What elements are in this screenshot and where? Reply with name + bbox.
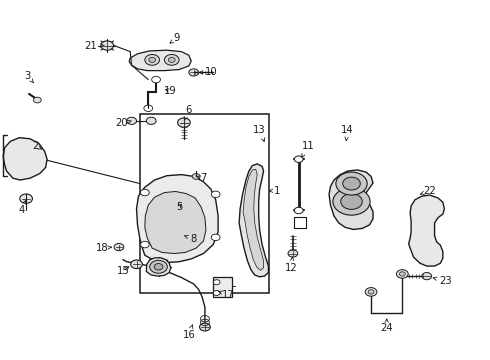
Polygon shape [147,258,171,276]
Circle shape [177,118,190,127]
Text: 7: 7 [197,173,207,183]
Ellipse shape [167,198,181,212]
Text: 4: 4 [18,200,26,216]
Polygon shape [329,170,373,229]
Circle shape [145,54,159,65]
Text: 23: 23 [433,276,452,286]
Circle shape [213,280,220,285]
Ellipse shape [19,168,29,178]
Ellipse shape [170,201,178,209]
Circle shape [343,177,360,190]
Ellipse shape [19,139,29,149]
Ellipse shape [153,216,161,224]
Circle shape [199,323,210,331]
Polygon shape [3,138,47,180]
Bar [140,114,270,293]
Ellipse shape [153,198,161,206]
Text: 5: 5 [176,202,182,212]
Circle shape [149,57,156,62]
Ellipse shape [22,142,26,147]
Circle shape [399,272,405,276]
Ellipse shape [150,194,164,209]
Circle shape [147,117,156,125]
Circle shape [336,172,367,195]
Circle shape [164,54,179,65]
Circle shape [213,291,220,296]
Ellipse shape [188,217,196,225]
Circle shape [192,174,200,179]
Circle shape [211,191,220,198]
Text: 2: 2 [33,141,42,151]
Text: 21: 21 [85,41,104,50]
Circle shape [150,260,167,273]
Ellipse shape [150,212,164,226]
Polygon shape [409,195,444,266]
Ellipse shape [170,221,178,229]
Circle shape [288,250,298,257]
Polygon shape [137,175,218,262]
Text: 19: 19 [164,86,177,96]
Circle shape [101,41,114,50]
Ellipse shape [185,196,199,211]
Text: 17: 17 [219,290,234,300]
Circle shape [177,196,183,200]
Circle shape [294,207,303,214]
Ellipse shape [19,153,29,163]
Text: 9: 9 [170,33,180,43]
Circle shape [127,117,137,125]
Text: 22: 22 [420,186,436,196]
Circle shape [422,273,432,280]
Circle shape [141,189,149,196]
Ellipse shape [22,171,26,175]
Circle shape [294,156,303,162]
Circle shape [152,76,160,83]
Text: 1: 1 [270,186,280,196]
Text: 15: 15 [117,266,129,276]
Bar [213,277,232,297]
Text: 18: 18 [96,243,112,253]
Text: 8: 8 [185,234,197,244]
Circle shape [144,105,153,112]
Circle shape [154,264,163,270]
Circle shape [141,241,149,248]
Circle shape [168,57,175,62]
Text: 12: 12 [285,257,298,273]
Circle shape [189,69,198,76]
Circle shape [333,188,370,215]
Text: 14: 14 [342,125,354,141]
Circle shape [368,290,374,294]
Ellipse shape [22,156,26,161]
Circle shape [114,243,124,251]
Circle shape [20,194,32,203]
Circle shape [396,270,408,278]
Polygon shape [243,169,264,270]
Text: 24: 24 [380,319,393,333]
Polygon shape [129,50,191,71]
Circle shape [341,194,362,210]
Circle shape [33,97,41,103]
Text: 10: 10 [199,67,217,77]
Text: 11: 11 [302,141,315,157]
Circle shape [131,260,143,269]
Circle shape [365,288,377,296]
Text: 13: 13 [253,125,266,141]
Polygon shape [239,164,269,277]
Text: 16: 16 [182,324,195,340]
Text: 6: 6 [184,105,192,121]
Text: 20: 20 [116,118,131,128]
Polygon shape [145,192,206,253]
Circle shape [211,234,220,240]
Ellipse shape [188,199,196,207]
Ellipse shape [185,214,199,228]
Text: 3: 3 [24,71,33,83]
Ellipse shape [167,218,181,232]
